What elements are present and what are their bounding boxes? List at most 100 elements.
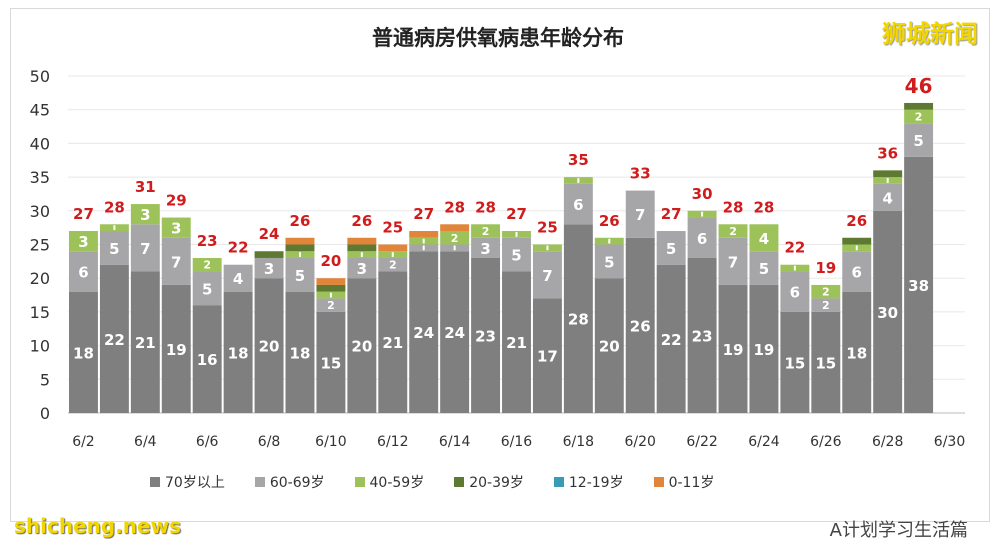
data-label: 5 bbox=[511, 247, 521, 265]
bar-segment bbox=[471, 237, 501, 258]
total-label: 24 bbox=[259, 225, 280, 243]
data-label: 7 bbox=[728, 253, 738, 271]
bar-segment bbox=[316, 278, 346, 285]
watermark: shicheng.news bbox=[14, 514, 181, 538]
legend-label: 12-19岁 bbox=[568, 475, 624, 491]
y-tick-label: 10 bbox=[30, 337, 50, 356]
bar-segment bbox=[780, 311, 810, 413]
bar-segment bbox=[285, 244, 315, 252]
data-label: 2 bbox=[327, 299, 335, 312]
bar-segment bbox=[223, 264, 253, 292]
total-label: 46 bbox=[905, 74, 933, 98]
legend-label: 0-11岁 bbox=[668, 475, 715, 491]
bar-segment bbox=[904, 102, 934, 110]
y-tick-label: 50 bbox=[30, 67, 50, 86]
data-label: 4 bbox=[759, 230, 769, 248]
data-label: 5 bbox=[604, 253, 614, 271]
data-label: 22 bbox=[661, 331, 682, 349]
bar-segment bbox=[656, 231, 686, 265]
x-tick-label: 6/28 bbox=[872, 434, 903, 450]
y-tick-label: 20 bbox=[30, 269, 50, 288]
x-tick-label: 6/26 bbox=[810, 434, 842, 450]
x-tick-label: 6/4 bbox=[134, 434, 157, 450]
x-tick-label: 6/20 bbox=[624, 434, 655, 450]
data-label: 28 bbox=[568, 311, 589, 329]
legend-item: 40-59岁 bbox=[354, 472, 424, 492]
data-label: 15 bbox=[784, 354, 805, 372]
total-label: 23 bbox=[197, 232, 218, 250]
total-label: 30 bbox=[692, 185, 713, 203]
data-label: 21 bbox=[382, 334, 403, 352]
bar-segment bbox=[873, 170, 903, 178]
bar-segment bbox=[904, 156, 934, 413]
data-label: 24 bbox=[444, 324, 465, 342]
data-label: 2 bbox=[482, 225, 490, 238]
data-label: 18 bbox=[846, 344, 867, 362]
legend-label: 20-39岁 bbox=[469, 475, 524, 491]
bar-segment bbox=[69, 231, 98, 252]
bar-segment bbox=[502, 237, 531, 272]
data-label: 19 bbox=[166, 341, 187, 359]
legend-item: 70岁以上 bbox=[150, 472, 225, 492]
bar-segment bbox=[347, 237, 377, 245]
legend-swatch bbox=[454, 477, 465, 487]
x-tick-label: 6/18 bbox=[563, 434, 594, 450]
bar-segment bbox=[130, 204, 160, 225]
data-label: 2 bbox=[203, 259, 211, 272]
total-label: 25 bbox=[382, 219, 403, 237]
bar-segment bbox=[563, 224, 593, 413]
legend-label: 60-69岁 bbox=[269, 475, 325, 491]
bar-segment bbox=[347, 257, 377, 279]
bar-segment bbox=[161, 237, 191, 285]
bar-segment bbox=[687, 217, 717, 258]
data-label: 6 bbox=[697, 230, 707, 248]
bar-segment bbox=[811, 284, 841, 299]
bar-segment bbox=[625, 237, 655, 413]
total-label: 33 bbox=[630, 165, 651, 183]
bar-segment bbox=[192, 305, 222, 413]
data-label: 6 bbox=[573, 196, 583, 214]
bar-segment bbox=[99, 231, 129, 265]
bar-segment bbox=[440, 231, 470, 245]
total-label: 29 bbox=[166, 192, 187, 210]
y-tick-label: 35 bbox=[30, 168, 50, 187]
data-label: 2 bbox=[822, 299, 830, 312]
bar-segment bbox=[316, 298, 346, 312]
data-label: 17 bbox=[537, 348, 558, 366]
data-label: 7 bbox=[635, 206, 645, 224]
bar-segment bbox=[749, 224, 779, 252]
data-label: 22 bbox=[104, 331, 125, 349]
legend-swatch bbox=[150, 477, 160, 487]
bar-segment bbox=[532, 298, 562, 413]
legend-label: 70岁以上 bbox=[165, 475, 225, 491]
x-tick-label: 6/2 bbox=[72, 434, 95, 450]
data-label: 20 bbox=[599, 338, 620, 356]
data-label: 18 bbox=[228, 344, 249, 362]
bar-segment bbox=[378, 257, 408, 272]
bar-segment bbox=[223, 291, 253, 413]
total-label: 28 bbox=[754, 198, 775, 216]
bar-segment bbox=[254, 251, 284, 258]
bar-segment bbox=[842, 237, 872, 245]
bar-segment bbox=[656, 264, 686, 413]
bar-segment bbox=[842, 251, 872, 292]
x-tick-label: 6/10 bbox=[315, 434, 346, 450]
bar-segment bbox=[842, 291, 872, 413]
total-label: 20 bbox=[320, 252, 341, 270]
y-tick-label: 45 bbox=[30, 101, 50, 120]
bar-segment bbox=[440, 224, 470, 232]
total-label: 26 bbox=[846, 212, 867, 230]
bar-segment bbox=[594, 244, 624, 279]
total-label: 26 bbox=[290, 212, 311, 230]
data-label: 21 bbox=[506, 334, 527, 352]
data-label: 5 bbox=[759, 260, 769, 278]
bar-segment bbox=[811, 298, 841, 312]
data-label: 38 bbox=[908, 277, 929, 295]
legend-item: 0-11岁 bbox=[653, 472, 715, 492]
data-label: 2 bbox=[389, 259, 397, 272]
data-label: 3 bbox=[140, 206, 150, 224]
bar-segment bbox=[409, 231, 439, 238]
bar-segment bbox=[130, 224, 160, 272]
data-label: 3 bbox=[264, 260, 274, 278]
